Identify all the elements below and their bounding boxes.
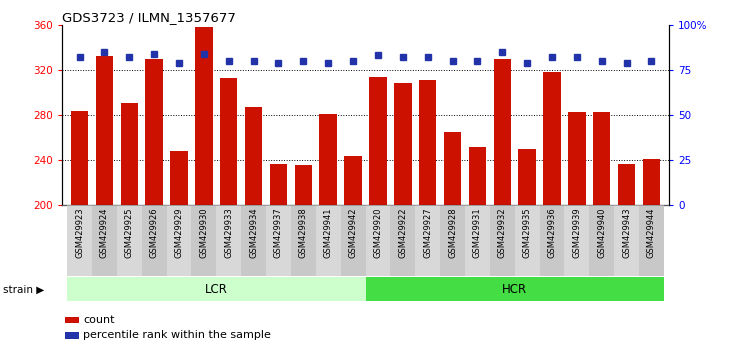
Text: GSM429942: GSM429942 (349, 207, 357, 258)
Text: GSM429929: GSM429929 (175, 207, 183, 258)
Text: GSM429944: GSM429944 (647, 207, 656, 258)
Text: GSM429936: GSM429936 (548, 207, 556, 258)
Text: GSM429935: GSM429935 (523, 207, 531, 258)
Bar (440, 205, 465, 276)
Text: strain ▶: strain ▶ (4, 284, 45, 295)
Bar (568, 112, 586, 205)
Bar (415, 205, 440, 276)
Text: GSM429938: GSM429938 (299, 207, 308, 258)
Text: GSM429933: GSM429933 (224, 207, 233, 258)
Bar (593, 112, 610, 205)
Bar (394, 84, 412, 205)
Text: GSM429925: GSM429925 (125, 207, 134, 258)
Text: GSM429927: GSM429927 (423, 207, 432, 258)
Bar (65, 332, 78, 339)
Bar (319, 114, 337, 205)
Text: HCR: HCR (502, 283, 527, 296)
Text: GSM429926: GSM429926 (150, 207, 159, 258)
Bar (71, 110, 88, 205)
Bar (142, 205, 167, 276)
Bar (167, 205, 192, 276)
Text: percentile rank within the sample: percentile rank within the sample (83, 330, 271, 340)
Bar (270, 164, 287, 205)
Bar (92, 205, 117, 276)
Bar (195, 27, 213, 205)
Text: GSM429937: GSM429937 (274, 207, 283, 258)
Bar (145, 59, 163, 205)
Text: GSM429943: GSM429943 (622, 207, 631, 258)
Bar (515, 205, 539, 276)
Bar (344, 156, 362, 205)
Bar (170, 151, 188, 205)
Bar (465, 205, 490, 276)
Bar (241, 205, 266, 276)
Text: GSM429940: GSM429940 (597, 207, 606, 258)
Text: GSM429923: GSM429923 (75, 207, 84, 258)
Bar (493, 59, 511, 205)
Text: GSM429930: GSM429930 (200, 207, 208, 258)
Bar (291, 205, 316, 276)
Bar (444, 132, 461, 205)
Bar (543, 72, 561, 205)
Bar (316, 205, 341, 276)
Bar (618, 164, 635, 205)
Bar (117, 205, 142, 276)
Bar (390, 205, 415, 276)
Bar (266, 205, 291, 276)
Text: GSM429924: GSM429924 (100, 207, 109, 258)
Bar (121, 103, 138, 205)
Text: GSM429922: GSM429922 (398, 207, 407, 258)
Bar (67, 278, 366, 301)
Text: GSM429934: GSM429934 (249, 207, 258, 258)
Bar (490, 205, 515, 276)
Bar (539, 205, 564, 276)
Bar (419, 80, 436, 205)
Text: LCR: LCR (205, 283, 228, 296)
Bar (65, 317, 78, 323)
Text: GSM429931: GSM429931 (473, 207, 482, 258)
Text: GSM429928: GSM429928 (448, 207, 457, 258)
Bar (192, 205, 216, 276)
Bar (614, 205, 639, 276)
Text: GSM429941: GSM429941 (324, 207, 333, 258)
Bar (469, 147, 486, 205)
Bar (518, 149, 536, 205)
Text: count: count (83, 315, 115, 325)
Text: GSM429932: GSM429932 (498, 207, 507, 258)
Bar (216, 205, 241, 276)
Bar (341, 205, 366, 276)
Text: GSM429939: GSM429939 (572, 207, 581, 258)
Bar (643, 159, 660, 205)
Bar (295, 165, 312, 205)
Bar (564, 205, 589, 276)
Bar (220, 78, 238, 205)
Text: GSM429920: GSM429920 (374, 207, 382, 258)
Bar (639, 205, 664, 276)
Bar (245, 107, 262, 205)
Bar (589, 205, 614, 276)
Text: GDS3723 / ILMN_1357677: GDS3723 / ILMN_1357677 (62, 11, 236, 24)
Bar (369, 77, 387, 205)
Bar (366, 278, 664, 301)
Bar (96, 56, 113, 205)
Bar (366, 205, 390, 276)
Bar (67, 205, 92, 276)
